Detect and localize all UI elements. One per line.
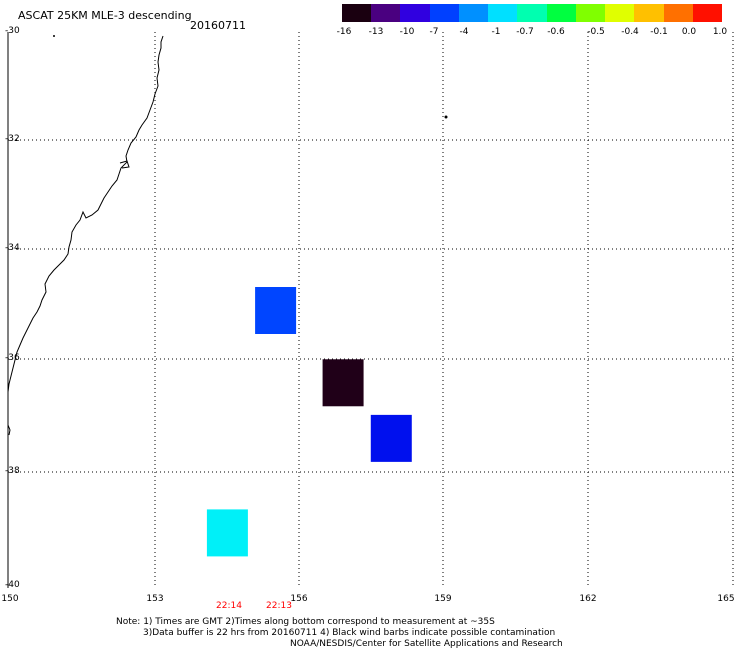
colorbar-label: -0.1: [650, 27, 668, 37]
colorbar-segment: [634, 4, 664, 22]
colorbar: [342, 4, 723, 22]
lon-label: 162: [579, 594, 597, 604]
map-speck: [53, 35, 55, 37]
time-label: 22:13: [266, 601, 292, 611]
lon-label: 150: [1, 594, 19, 604]
lat-label: -34: [5, 243, 20, 253]
colorbar-label: -0.4: [621, 27, 639, 37]
wind-cells: [206, 287, 412, 557]
colorbar-label: -1: [491, 27, 501, 37]
product-date: 20160711: [190, 19, 246, 32]
colorbar-segment: [605, 4, 635, 22]
coastline: [7, 35, 164, 393]
lon-label: 159: [434, 594, 452, 604]
wind-cell: [206, 509, 248, 557]
lat-label: -36: [5, 353, 20, 363]
colorbar-segment: [692, 4, 723, 22]
lon-label: 156: [290, 594, 308, 604]
island-marker: [444, 115, 448, 119]
colorbar-label: 1.0: [712, 27, 728, 37]
lon-label: 153: [146, 594, 164, 604]
colorbar-segment: [517, 4, 547, 22]
lat-label: -38: [5, 466, 20, 476]
lon-label: 165: [717, 594, 735, 604]
wind-cell: [370, 414, 412, 462]
lat-label: -32: [5, 134, 20, 144]
colorbar-label: -13: [368, 27, 384, 37]
colorbar-segment: [400, 4, 430, 22]
colorbar-label: -4: [459, 27, 469, 37]
colorbar-segment: [488, 4, 518, 22]
lat-label: -40: [5, 580, 20, 590]
product-title: ASCAT 25KM MLE-3 descending: [18, 9, 192, 22]
colorbar-segment: [575, 4, 606, 22]
lat-label: -30: [5, 26, 20, 36]
colorbar-segment: [371, 4, 401, 22]
time-label: 22:14: [216, 601, 242, 611]
colorbar-segment: [342, 4, 372, 22]
colorbar-segment: [429, 4, 459, 22]
coastline-fragment: [7, 424, 11, 436]
colorbar-label: -10: [399, 27, 415, 37]
colorbar-label: -0.7: [516, 27, 534, 37]
note-line-3: NOAA/NESDIS/Center for Satellite Applica…: [290, 639, 563, 649]
note-line-2: 3)Data buffer is 22 hrs from 20160711 4)…: [143, 628, 556, 638]
coastline-inlet: [119, 160, 130, 169]
colorbar-label: -0.6: [547, 27, 565, 37]
lon-gridlines: [154, 32, 734, 588]
wind-cell: [322, 359, 364, 407]
colorbar-label: -16: [336, 27, 352, 37]
colorbar-label: -0.5: [587, 27, 605, 37]
note-line-1: Note: 1) Times are GMT 2)Times along bot…: [116, 617, 495, 627]
colorbar-label: 0.0: [681, 27, 697, 37]
colorbar-segment: [663, 4, 693, 22]
colorbar-segment: [546, 4, 576, 22]
colorbar-labels: -16 -13 -10 -7 -4 -1 -0.7 -0.6 -0.5 -0.4…: [330, 27, 734, 39]
colorbar-segment: [458, 4, 489, 22]
colorbar-label: -7: [429, 27, 439, 37]
wind-cell: [255, 287, 297, 334]
